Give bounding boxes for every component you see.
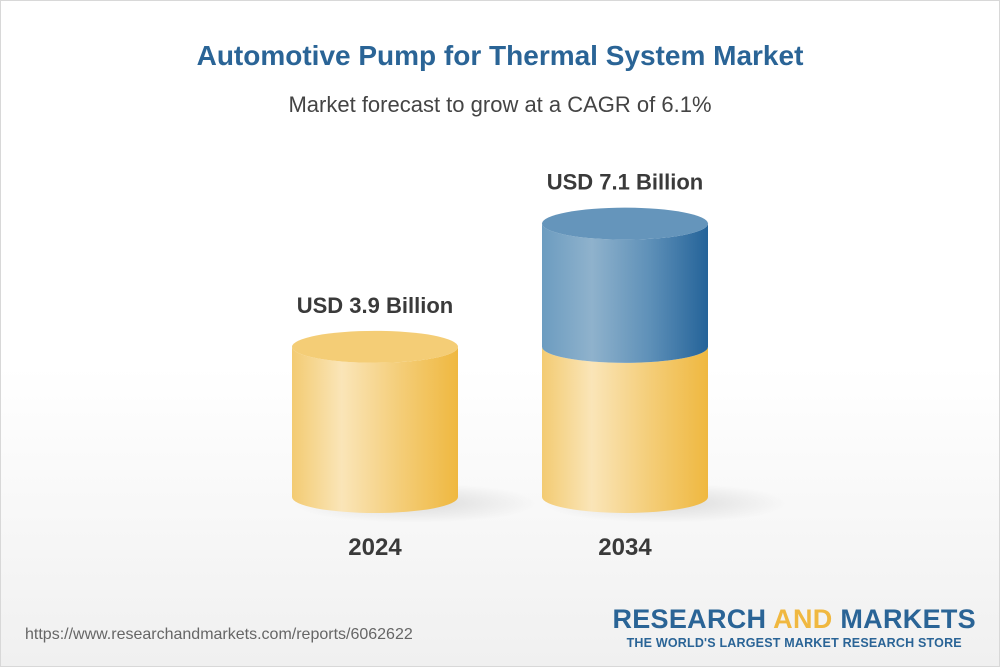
category-label-2024: 2024 <box>348 534 402 561</box>
category-label-2034: 2034 <box>598 534 652 561</box>
logo-word-and: AND <box>773 604 833 634</box>
source-url[interactable]: https://www.researchandmarkets.com/repor… <box>25 626 413 643</box>
cylinder-top-2034 <box>542 207 708 240</box>
cylinder-top-2024 <box>292 330 458 363</box>
value-label-2024: USD 3.9 Billion <box>297 293 453 318</box>
logo-word-markets: MARKETS <box>840 604 976 634</box>
value-label-2034: USD 7.1 Billion <box>547 170 703 195</box>
chart-subtitle: Market forecast to grow at a CAGR of 6.1… <box>288 92 712 117</box>
chart-title: Automotive Pump for Thermal System Marke… <box>196 40 804 71</box>
cylinder-base-2034 <box>542 346 708 513</box>
logo-word-research: RESEARCH <box>612 604 767 634</box>
cylinder-base-2024 <box>292 346 458 513</box>
logo-tagline: THE WORLD'S LARGEST MARKET RESEARCH STOR… <box>626 636 962 650</box>
chart-area: USD 3.9 Billion USD 7.1 Billion 2024 203… <box>292 170 788 561</box>
cylinder-growth-2034 <box>542 223 708 363</box>
research-and-markets-logo: RESEARCH AND MARKETS THE WORLD'S LARGEST… <box>612 604 976 650</box>
